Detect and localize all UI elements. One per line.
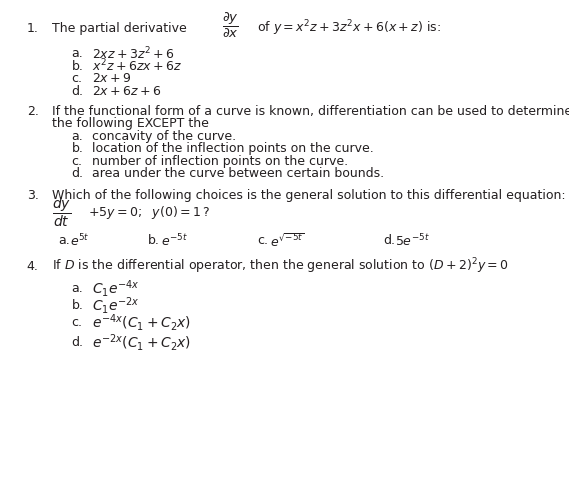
Text: b.: b. [72,142,83,155]
Text: $5e^{-5t}$: $5e^{-5t}$ [395,233,430,249]
Text: 4.: 4. [27,260,39,273]
Text: c.: c. [257,235,268,247]
Text: c.: c. [72,72,83,85]
Text: 2.: 2. [27,105,39,118]
Text: $\dfrac{\partial y}{\partial x}$: $\dfrac{\partial y}{\partial x}$ [222,11,238,40]
Text: c.: c. [72,155,83,168]
Text: of $y = x^2z + 3z^2x + 6(x + z)$ is:: of $y = x^2z + 3z^2x + 6(x + z)$ is: [257,18,441,38]
Text: d.: d. [72,84,84,97]
Text: The partial derivative: The partial derivative [52,22,187,35]
Text: b.: b. [148,235,160,247]
Text: $e^{-5t}$: $e^{-5t}$ [160,233,187,249]
Text: $C_1 e^{-4x}$: $C_1 e^{-4x}$ [92,278,140,299]
Text: b.: b. [72,60,83,73]
Text: $e^{-2x}\left(C_1 + C_2 x\right)$: $e^{-2x}\left(C_1 + C_2 x\right)$ [92,332,191,353]
Text: concavity of the curve.: concavity of the curve. [92,130,236,143]
Text: d.: d. [72,336,84,349]
Text: $e^{\sqrt{-5t}}$: $e^{\sqrt{-5t}}$ [270,232,304,250]
Text: location of the inflection points on the curve.: location of the inflection points on the… [92,142,374,155]
Text: the following EXCEPT the: the following EXCEPT the [52,118,209,131]
Text: $2x + 9$: $2x + 9$ [92,72,132,85]
Text: number of inflection points on the curve.: number of inflection points on the curve… [92,155,348,168]
Text: $2xz + 3z^2 + 6$: $2xz + 3z^2 + 6$ [92,45,175,62]
Text: a.: a. [72,282,83,295]
Text: area under the curve between certain bounds.: area under the curve between certain bou… [92,167,384,180]
Text: c.: c. [72,316,83,329]
Text: Which of the following choices is the general solution to this differential equa: Which of the following choices is the ge… [52,189,566,202]
Text: a.: a. [72,47,83,60]
Text: $+ 5y = 0;\ \ y(0) = 1\,?$: $+ 5y = 0;\ \ y(0) = 1\,?$ [88,204,210,221]
Text: $x^2z + 6zx + 6z$: $x^2z + 6zx + 6z$ [92,58,182,74]
Text: If the functional form of a curve is known, differentiation can be used to deter: If the functional form of a curve is kno… [52,105,569,118]
Text: d.: d. [72,167,84,180]
Text: $C_1 e^{-2x}$: $C_1 e^{-2x}$ [92,295,140,316]
Text: a.: a. [72,130,83,143]
Text: $\dfrac{dy}{dt}$: $\dfrac{dy}{dt}$ [52,196,72,229]
Text: 3.: 3. [27,189,39,202]
Text: $e^{-4x}\left(C_1 + C_2 x\right)$: $e^{-4x}\left(C_1 + C_2 x\right)$ [92,312,191,334]
Text: $e^{5t}$: $e^{5t}$ [71,233,90,249]
Text: $2x + 6z + 6$: $2x + 6z + 6$ [92,84,162,97]
Text: b.: b. [72,299,83,312]
Text: a.: a. [58,235,69,247]
Text: d.: d. [383,235,395,247]
Text: If $D$ is the differential operator, then the general solution to $\left(D+2\rig: If $D$ is the differential operator, the… [52,256,509,276]
Text: 1.: 1. [27,22,39,35]
